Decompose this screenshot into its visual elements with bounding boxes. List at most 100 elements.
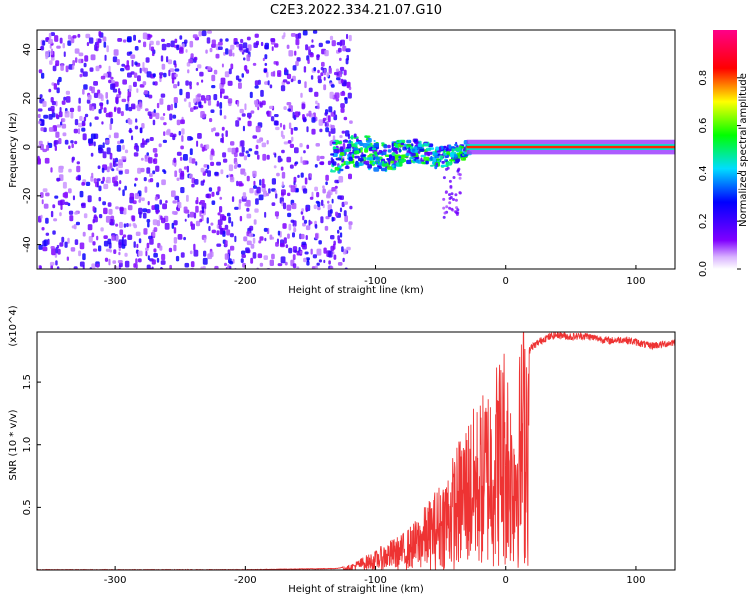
spectrogram-cell xyxy=(299,250,303,254)
spectrogram-cell xyxy=(305,235,308,240)
spectrogram-cell xyxy=(399,161,403,167)
spectrogram-cell xyxy=(430,155,433,161)
spectrogram-cell xyxy=(190,221,193,227)
spectrogram-cell xyxy=(85,33,91,39)
spectrogram-cell xyxy=(246,240,252,246)
spectrogram-cell xyxy=(318,119,324,126)
spectrogram-cell xyxy=(246,213,252,219)
spectrogram-cell xyxy=(207,66,212,71)
spectrogram-cell xyxy=(415,159,420,164)
spectrogram-cell xyxy=(434,164,438,170)
spectrogram-cell xyxy=(237,101,240,107)
spectrogram-cell xyxy=(435,146,440,151)
spectrogram-cell xyxy=(220,77,226,85)
spectrogram-cell xyxy=(169,68,175,73)
spectrogram-cell xyxy=(130,71,135,75)
spectrogram-cell xyxy=(445,205,449,209)
spectrogram-cell xyxy=(180,170,185,177)
spectrogram-cell xyxy=(89,103,93,111)
spectrogram-cell xyxy=(161,43,167,51)
spectrogram-cell xyxy=(342,45,347,52)
spectrogram-cell xyxy=(58,138,62,145)
x-tick-label: 100 xyxy=(626,575,645,586)
spectrogram-cell xyxy=(235,120,240,127)
spectrogram-cell xyxy=(343,116,348,121)
spectrogram-cell xyxy=(275,241,279,247)
spectrogram-cell xyxy=(387,144,391,149)
spectrogram-cell xyxy=(134,193,140,199)
spectrogram-cell xyxy=(213,69,218,75)
spectrogram-cell xyxy=(171,210,175,215)
spectrogram-cell xyxy=(189,40,194,48)
spectrogram-cell xyxy=(79,242,85,250)
spectrogram-cell xyxy=(68,145,71,150)
spectrogram-cell xyxy=(191,177,195,184)
spectrogram-cell xyxy=(442,176,446,180)
spectrogram-cell xyxy=(74,211,79,215)
spectrogram-cell xyxy=(373,140,376,142)
spectrogram-cell xyxy=(75,221,80,226)
spectrogram-cell xyxy=(168,69,171,77)
spectrogram-cell xyxy=(310,44,315,48)
spectrogram-cell xyxy=(280,166,284,171)
spectrogram-cell xyxy=(311,114,314,118)
spectrogram-cell xyxy=(281,189,286,196)
spectrogram-cell xyxy=(243,57,246,61)
spectrogram-cell xyxy=(366,157,373,161)
spectrogram-cell xyxy=(189,211,195,218)
spectrogram-cell xyxy=(330,153,335,156)
spectrogram-cell xyxy=(294,111,300,118)
spectrogram-cell xyxy=(64,139,69,145)
spectrogram-cell xyxy=(55,100,58,107)
spectrogram-cell xyxy=(339,135,343,139)
spectrogram-cell xyxy=(292,232,295,238)
spectrogram-cell xyxy=(281,181,284,187)
spectrogram-cell xyxy=(241,113,246,117)
spectrogram-cell xyxy=(239,108,244,114)
spectrogram-cell xyxy=(302,160,307,165)
spectrogram-cell xyxy=(50,48,53,56)
spectrogram-cell xyxy=(346,246,351,251)
spectrogram-cell xyxy=(197,64,202,69)
spectrogram-cell xyxy=(90,133,96,140)
spectrogram-cell xyxy=(200,266,204,269)
y-tick-label: 1.0 xyxy=(22,437,33,453)
spectrogram-cell xyxy=(347,153,351,158)
spectrogram-cell xyxy=(94,44,98,51)
spectrogram-cell xyxy=(83,62,87,68)
spectrogram-cell xyxy=(158,143,162,148)
spectrogram-cell xyxy=(315,233,319,239)
spectrogram-cell xyxy=(348,224,352,230)
spectrogram-cell xyxy=(185,49,188,53)
spectrogram-cell xyxy=(45,192,50,197)
spectrogram-cell xyxy=(112,260,117,264)
spectrogram-cell xyxy=(89,67,94,72)
spectrogram-cell xyxy=(323,84,327,91)
spectrogram-cell xyxy=(50,210,54,218)
spectrogram-cell xyxy=(445,147,449,151)
spectrogram-cell xyxy=(455,147,462,152)
spectrogram-cell xyxy=(77,128,81,135)
spectrogram-cell xyxy=(102,176,105,182)
spectrogram-cell xyxy=(331,187,336,192)
spectrogram-cell xyxy=(340,147,344,152)
spectrogram-cell xyxy=(288,50,294,57)
spectrogram-cell xyxy=(103,183,109,190)
spectrogram-cell xyxy=(76,161,80,165)
spectrogram-cell xyxy=(270,38,276,42)
spectrogram-cell xyxy=(443,146,447,149)
spectrogram-cell xyxy=(192,34,198,39)
spectrogram-cell xyxy=(406,145,409,149)
spectrogram-cell xyxy=(146,209,151,214)
spectrogram-cell xyxy=(240,140,245,147)
spectrogram-cell xyxy=(69,107,75,113)
spectrogram-cell xyxy=(64,241,68,248)
spectrogram-cell xyxy=(449,153,455,158)
spectrogram-cell xyxy=(190,261,195,268)
spectrogram-cell xyxy=(358,158,364,162)
spectrogram-cell xyxy=(50,32,55,36)
spectrogram-cell xyxy=(139,195,142,201)
spectrogram-cell xyxy=(259,236,264,241)
spectrogram-cell xyxy=(42,101,47,107)
spectrogram-cell xyxy=(245,69,250,74)
